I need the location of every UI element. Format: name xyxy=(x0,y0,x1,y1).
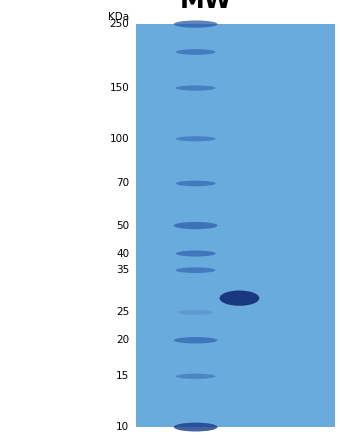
Ellipse shape xyxy=(176,180,216,186)
Ellipse shape xyxy=(176,374,216,379)
Text: KDa: KDa xyxy=(108,12,130,22)
Text: 100: 100 xyxy=(109,134,129,144)
Text: 10: 10 xyxy=(116,422,129,432)
Ellipse shape xyxy=(174,222,218,229)
Text: 15: 15 xyxy=(116,371,129,381)
Ellipse shape xyxy=(176,49,216,55)
Text: MW: MW xyxy=(180,0,232,13)
Ellipse shape xyxy=(176,136,216,141)
Text: 70: 70 xyxy=(116,178,129,188)
Bar xyxy=(136,24,335,427)
Text: 25: 25 xyxy=(116,307,129,318)
Ellipse shape xyxy=(176,85,216,91)
Text: 250: 250 xyxy=(109,19,129,29)
Text: 150: 150 xyxy=(109,83,129,93)
Ellipse shape xyxy=(178,310,214,315)
Ellipse shape xyxy=(174,337,218,343)
Ellipse shape xyxy=(220,290,259,306)
Text: 20: 20 xyxy=(116,335,129,345)
Text: 35: 35 xyxy=(116,265,129,275)
Text: 50: 50 xyxy=(116,221,129,230)
Text: 40: 40 xyxy=(116,248,129,258)
Ellipse shape xyxy=(176,268,216,273)
Ellipse shape xyxy=(176,251,216,257)
Ellipse shape xyxy=(174,423,218,431)
Ellipse shape xyxy=(174,21,218,28)
